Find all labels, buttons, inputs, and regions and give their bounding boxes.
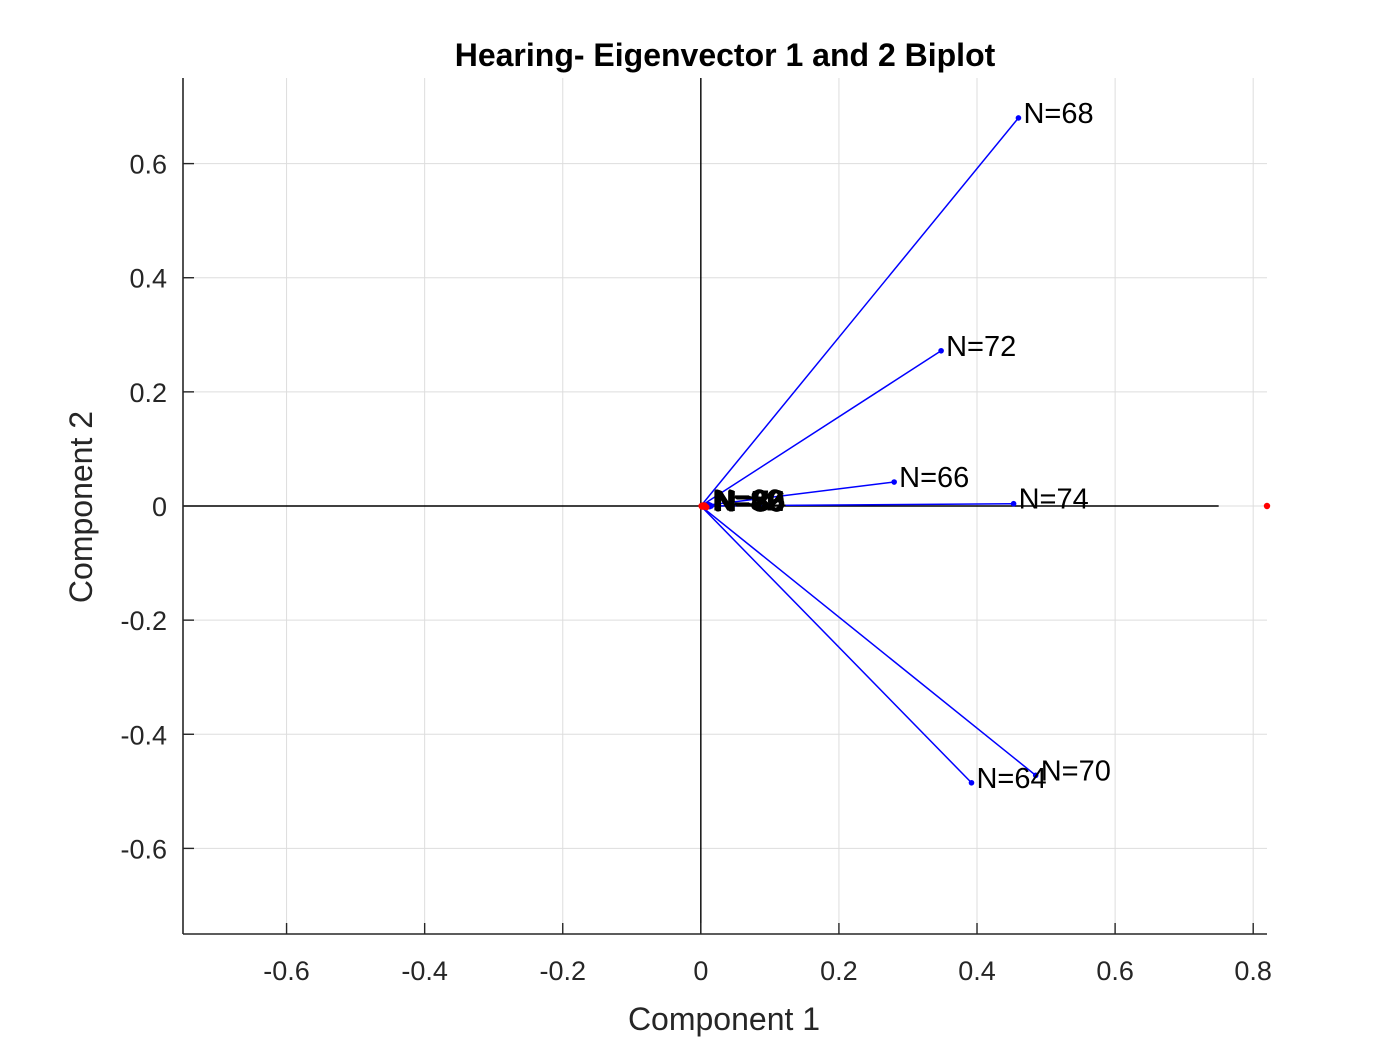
vector-line xyxy=(700,350,942,507)
y-axis-label: Component 2 xyxy=(63,411,99,603)
observation-point xyxy=(701,502,708,509)
vector-label: N=80 xyxy=(715,487,785,519)
x-tick-label: -0.6 xyxy=(263,956,310,986)
vector-label: N=78 xyxy=(713,486,783,518)
vector-label: N=70 xyxy=(1041,755,1111,787)
vector-tip xyxy=(1032,772,1039,779)
x-tick-label: -0.2 xyxy=(539,956,586,986)
vectors xyxy=(700,115,1039,786)
observation-points xyxy=(698,502,1271,511)
vector-line xyxy=(700,505,973,784)
vector-label: N=64 xyxy=(976,763,1046,795)
x-tick-label: 0.2 xyxy=(820,956,858,986)
x-tick-labels: -0.6 -0.4 -0.2 0 0.2 0.4 0.6 0.8 xyxy=(263,956,1272,986)
y-tick-label: -0.4 xyxy=(120,720,167,750)
y-tick-labels: -0.6 -0.4 -0.2 0 0.2 0.4 0.6 xyxy=(120,150,167,865)
vector-line xyxy=(700,481,895,507)
vector-label: N=62 xyxy=(714,485,784,517)
y-tick-label: 0.6 xyxy=(129,150,167,180)
vector-tip xyxy=(968,779,975,786)
chart-title: Hearing- Eigenvector 1 and 2 Biplot xyxy=(455,37,996,73)
vector-line xyxy=(700,505,1037,776)
vector-label: N=86 xyxy=(714,487,784,519)
vector-tip xyxy=(1015,115,1022,121)
axis-frame xyxy=(182,78,1267,935)
vector-label: N=68 xyxy=(1023,98,1093,130)
x-tick-label: 0.6 xyxy=(1096,956,1134,986)
vector-labels: N=68 N=72 N=66 N=74 N=70N=64 N=60N=62N=76N=78… xyxy=(712,98,1111,795)
y-tick-label: 0.2 xyxy=(129,378,167,408)
vector-tip xyxy=(891,479,897,485)
vector-label: N=84 xyxy=(716,486,786,518)
vector-label: N=82 xyxy=(712,485,782,517)
x-tick-label: 0 xyxy=(693,956,708,986)
vector-label: N=74 xyxy=(1019,484,1089,516)
y-tick-label: 0 xyxy=(152,492,167,522)
y-tick-label: 0.4 xyxy=(129,264,167,294)
vector-label: N=66 xyxy=(899,462,969,494)
vector-line xyxy=(700,502,1014,507)
vector-label: N=60 xyxy=(713,484,783,516)
vector-tip xyxy=(938,347,944,354)
x-axis-label: Component 1 xyxy=(628,1001,820,1037)
y-tick-label: -0.2 xyxy=(120,606,167,636)
x-tick-label: 0.4 xyxy=(958,956,996,986)
vector-line xyxy=(700,117,1020,507)
x-tick-label: 0.8 xyxy=(1234,956,1272,986)
vector-label: N=76 xyxy=(716,485,786,517)
observation-point xyxy=(1263,502,1271,510)
vector-label: N=72 xyxy=(946,331,1016,363)
vector-tip xyxy=(1010,500,1017,507)
x-tick-label: -0.4 xyxy=(401,956,448,986)
y-tick-label: -0.6 xyxy=(120,834,167,864)
